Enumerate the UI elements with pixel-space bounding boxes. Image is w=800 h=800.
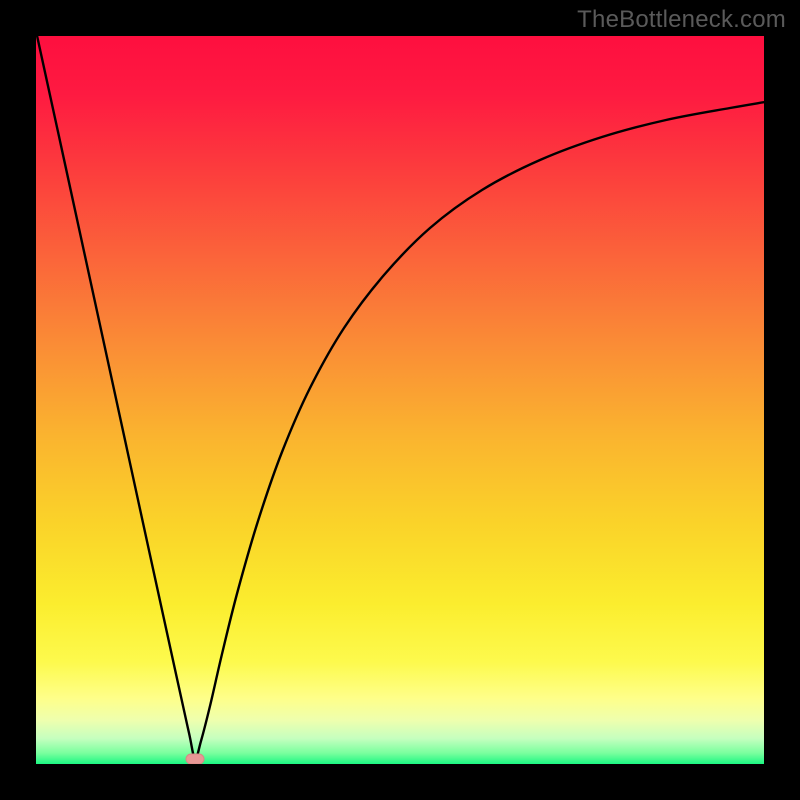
watermark-text: TheBottleneck.com [577,6,786,34]
optimal-point-marker [186,754,204,764]
bottleneck-chart [0,0,800,800]
chart-background-gradient [36,36,764,764]
chart-container: { "watermark": { "text": "TheBottleneck.… [0,0,800,800]
